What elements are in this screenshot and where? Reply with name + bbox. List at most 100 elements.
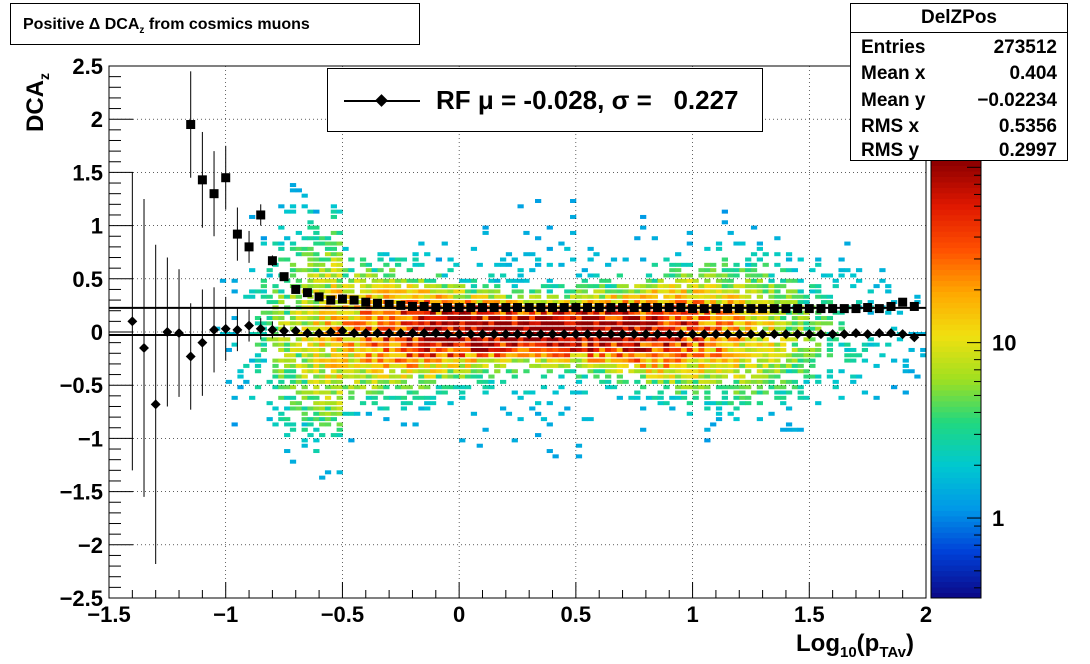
heatmap-cell — [313, 310, 320, 315]
heatmap-cell — [651, 369, 658, 374]
heatmap-cell — [692, 385, 699, 390]
heatmap-cell — [762, 273, 769, 278]
heatmap-cell — [400, 422, 408, 427]
heatmap-cell — [453, 300, 460, 305]
heatmap-cell — [319, 374, 326, 379]
heatmap-cell — [389, 268, 396, 273]
heatmap-cell — [599, 342, 606, 347]
colorbar-band — [931, 455, 981, 462]
heatmap-cell — [301, 321, 308, 326]
heatmap-cell — [278, 310, 285, 315]
colorbar-band — [931, 428, 981, 435]
heatmap-cell — [289, 321, 297, 326]
heatmap-cell — [266, 337, 273, 342]
heatmap-cell — [645, 310, 653, 315]
heatmap-cell — [535, 353, 542, 358]
heatmap-cell — [581, 337, 588, 342]
heatmap-cell — [278, 316, 285, 321]
heatmap-cell — [371, 395, 378, 400]
legend-entry: RF μ = -0.028, σ = 0.227 — [436, 85, 739, 115]
heatmap-cell — [371, 358, 378, 363]
heatmap-cell — [313, 449, 320, 454]
heatmap-cell — [394, 257, 402, 262]
heatmap-cell — [558, 337, 565, 342]
heatmap-cell — [669, 273, 676, 278]
heatmap-cell — [330, 390, 337, 395]
heatmap-cell — [289, 427, 297, 432]
heatmap-cell — [482, 363, 489, 368]
heatmap-cell — [529, 337, 536, 342]
heatmap-cell — [686, 316, 693, 321]
heatmap-cell — [324, 278, 332, 283]
diamond-marker — [302, 328, 313, 339]
heatmap-cell — [593, 374, 600, 379]
heatmap-cell — [429, 278, 437, 283]
square-marker — [618, 303, 628, 313]
heatmap-cell — [365, 262, 373, 267]
square-marker — [758, 304, 768, 314]
heatmap-cell — [359, 289, 367, 294]
heatmap-cell — [616, 337, 623, 342]
heatmap-cell — [324, 321, 332, 326]
heatmap-cell — [622, 363, 629, 368]
square-marker — [711, 304, 721, 314]
heatmap-cell — [710, 374, 717, 379]
heatmap-cell — [289, 459, 297, 464]
heatmap-cell — [435, 310, 443, 315]
heatmap-cell — [482, 289, 489, 294]
heatmap-cell — [873, 284, 880, 289]
heatmap-cell — [289, 246, 297, 251]
heatmap-cell — [634, 363, 641, 368]
heatmap-cell — [336, 358, 343, 363]
diamond-marker — [675, 329, 686, 340]
heatmap-cell — [733, 369, 740, 374]
y-axis-label-sub: z — [35, 73, 52, 80]
heatmap-cell — [429, 316, 437, 321]
heatmap-cell — [634, 337, 641, 342]
heatmap-cell — [692, 316, 699, 321]
heatmap-cell — [435, 347, 443, 352]
heatmap-cell — [260, 337, 267, 342]
heatmap-cell — [593, 326, 600, 331]
heatmap-cell — [844, 268, 851, 273]
diamond-marker — [232, 324, 243, 335]
heatmap-cell — [517, 395, 524, 400]
tick-labels: −1.5 −1 −0.5 0 0.5 1 1.5 2−2.5−2−1.5−1−0.500.51… — [60, 54, 933, 627]
heatmap-cell — [622, 342, 629, 347]
heatmap-cell — [348, 385, 355, 390]
heatmap-cell — [418, 385, 425, 390]
heatmap-cell — [803, 347, 810, 352]
heatmap-cell — [464, 342, 472, 347]
heatmap-cell — [890, 385, 898, 390]
heatmap-cell — [780, 300, 787, 305]
heatmap-cell — [295, 294, 302, 299]
heatmap-cell — [663, 300, 670, 305]
heatmap-cell — [441, 390, 448, 395]
heatmap-cell — [400, 358, 408, 363]
heatmap-cell — [756, 374, 763, 379]
heatmap-cell — [383, 379, 390, 384]
heatmap-cell — [651, 379, 658, 384]
heatmap-cell — [692, 379, 699, 384]
heatmap-cell — [313, 353, 320, 358]
colorbar-band — [931, 307, 981, 314]
heatmap-cell — [476, 358, 483, 363]
heatmap-cell — [622, 326, 629, 331]
heatmap-cell — [488, 379, 495, 384]
heatmap-cell — [418, 342, 425, 347]
heatmap-cell — [564, 353, 571, 358]
heatmap-cell — [698, 337, 705, 342]
heatmap-cell — [441, 326, 448, 331]
heatmap-cell — [482, 358, 489, 363]
heatmap-cell — [418, 262, 425, 267]
heatmap-cell — [850, 379, 857, 384]
heatmap-cell — [365, 316, 373, 321]
heatmap-cell — [377, 289, 384, 294]
heatmap-cell — [575, 454, 583, 459]
heatmap-cell — [575, 310, 583, 315]
heatmap-cell — [733, 353, 740, 358]
diamond-marker — [430, 328, 441, 339]
heatmap-cell — [797, 385, 804, 390]
heatmap-cell — [710, 316, 717, 321]
heatmap-cell — [570, 310, 577, 315]
